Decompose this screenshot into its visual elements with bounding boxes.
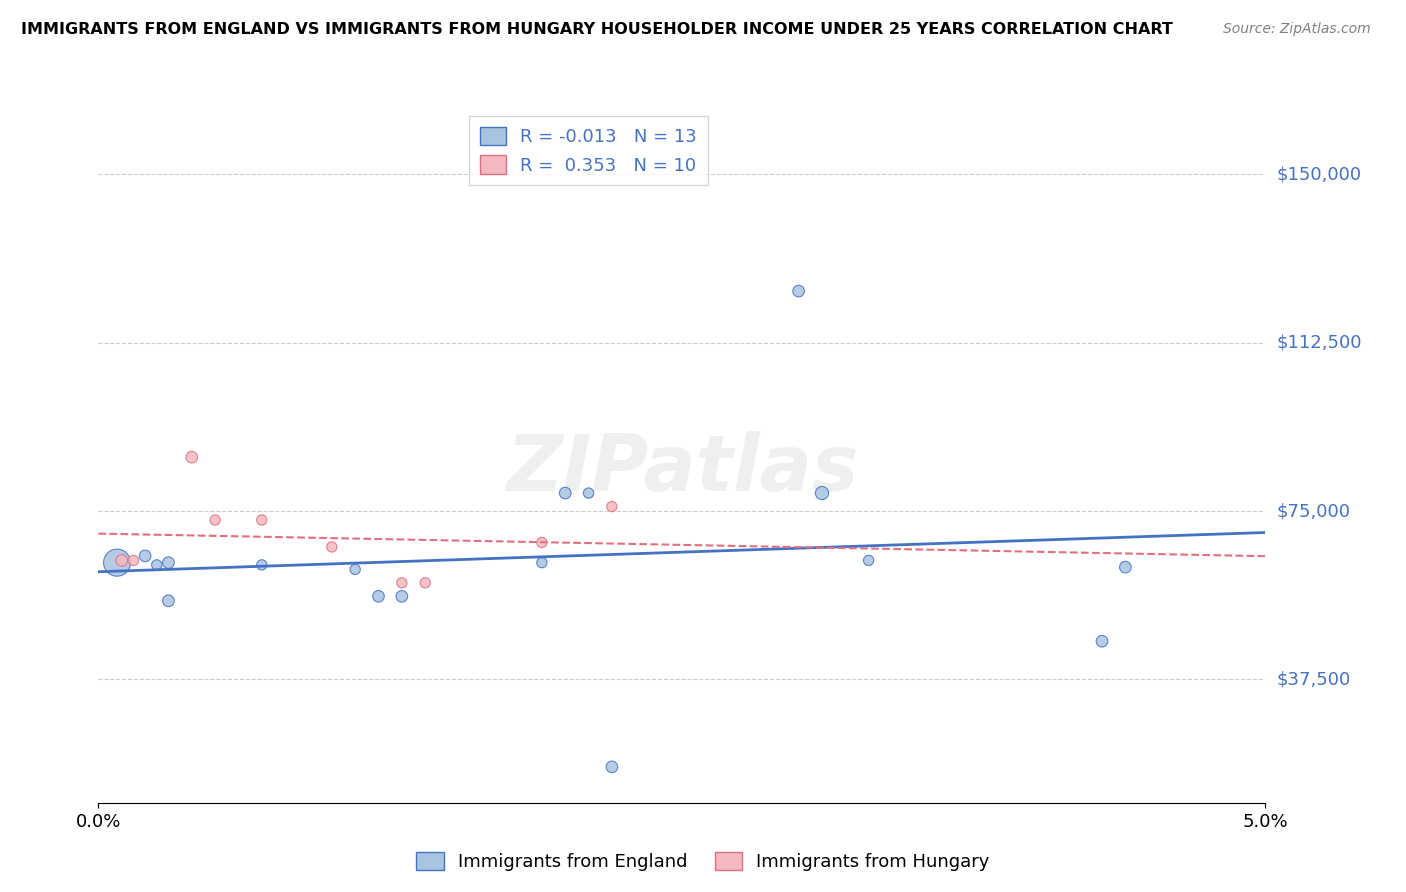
Point — [250, 513, 273, 527]
Text: $37,500: $37,500 — [1277, 671, 1351, 689]
Point — [180, 450, 202, 465]
Text: IMMIGRANTS FROM ENGLAND VS IMMIGRANTS FROM HUNGARY HOUSEHOLDER INCOME UNDER 25 Y: IMMIGRANTS FROM ENGLAND VS IMMIGRANTS FR… — [21, 22, 1173, 37]
Point — [344, 562, 367, 576]
Point — [157, 594, 180, 608]
Point — [1091, 634, 1114, 648]
Legend: Immigrants from England, Immigrants from Hungary: Immigrants from England, Immigrants from… — [409, 845, 997, 879]
Point — [204, 513, 226, 527]
Text: ZIPatlas: ZIPatlas — [506, 431, 858, 507]
Point — [250, 558, 273, 572]
Point — [122, 553, 145, 567]
Point — [391, 590, 413, 604]
Point — [554, 486, 576, 500]
Text: $75,000: $75,000 — [1277, 502, 1351, 520]
Point — [858, 553, 880, 567]
Text: $112,500: $112,500 — [1277, 334, 1362, 351]
Point — [134, 549, 156, 563]
Point — [530, 535, 553, 549]
Point — [367, 590, 389, 604]
Point — [1114, 560, 1136, 574]
Point — [578, 486, 600, 500]
Point — [600, 500, 623, 514]
Point — [105, 556, 128, 570]
Point — [530, 556, 553, 570]
Point — [157, 556, 180, 570]
Point — [811, 486, 834, 500]
Point — [391, 575, 413, 590]
Point — [600, 760, 623, 774]
Legend: R = -0.013   N = 13, R =  0.353   N = 10: R = -0.013 N = 13, R = 0.353 N = 10 — [470, 116, 707, 186]
Point — [111, 553, 134, 567]
Point — [787, 284, 810, 298]
Text: Source: ZipAtlas.com: Source: ZipAtlas.com — [1223, 22, 1371, 37]
Point — [413, 575, 436, 590]
Point — [321, 540, 343, 554]
Point — [146, 558, 169, 572]
Text: $150,000: $150,000 — [1277, 165, 1361, 184]
